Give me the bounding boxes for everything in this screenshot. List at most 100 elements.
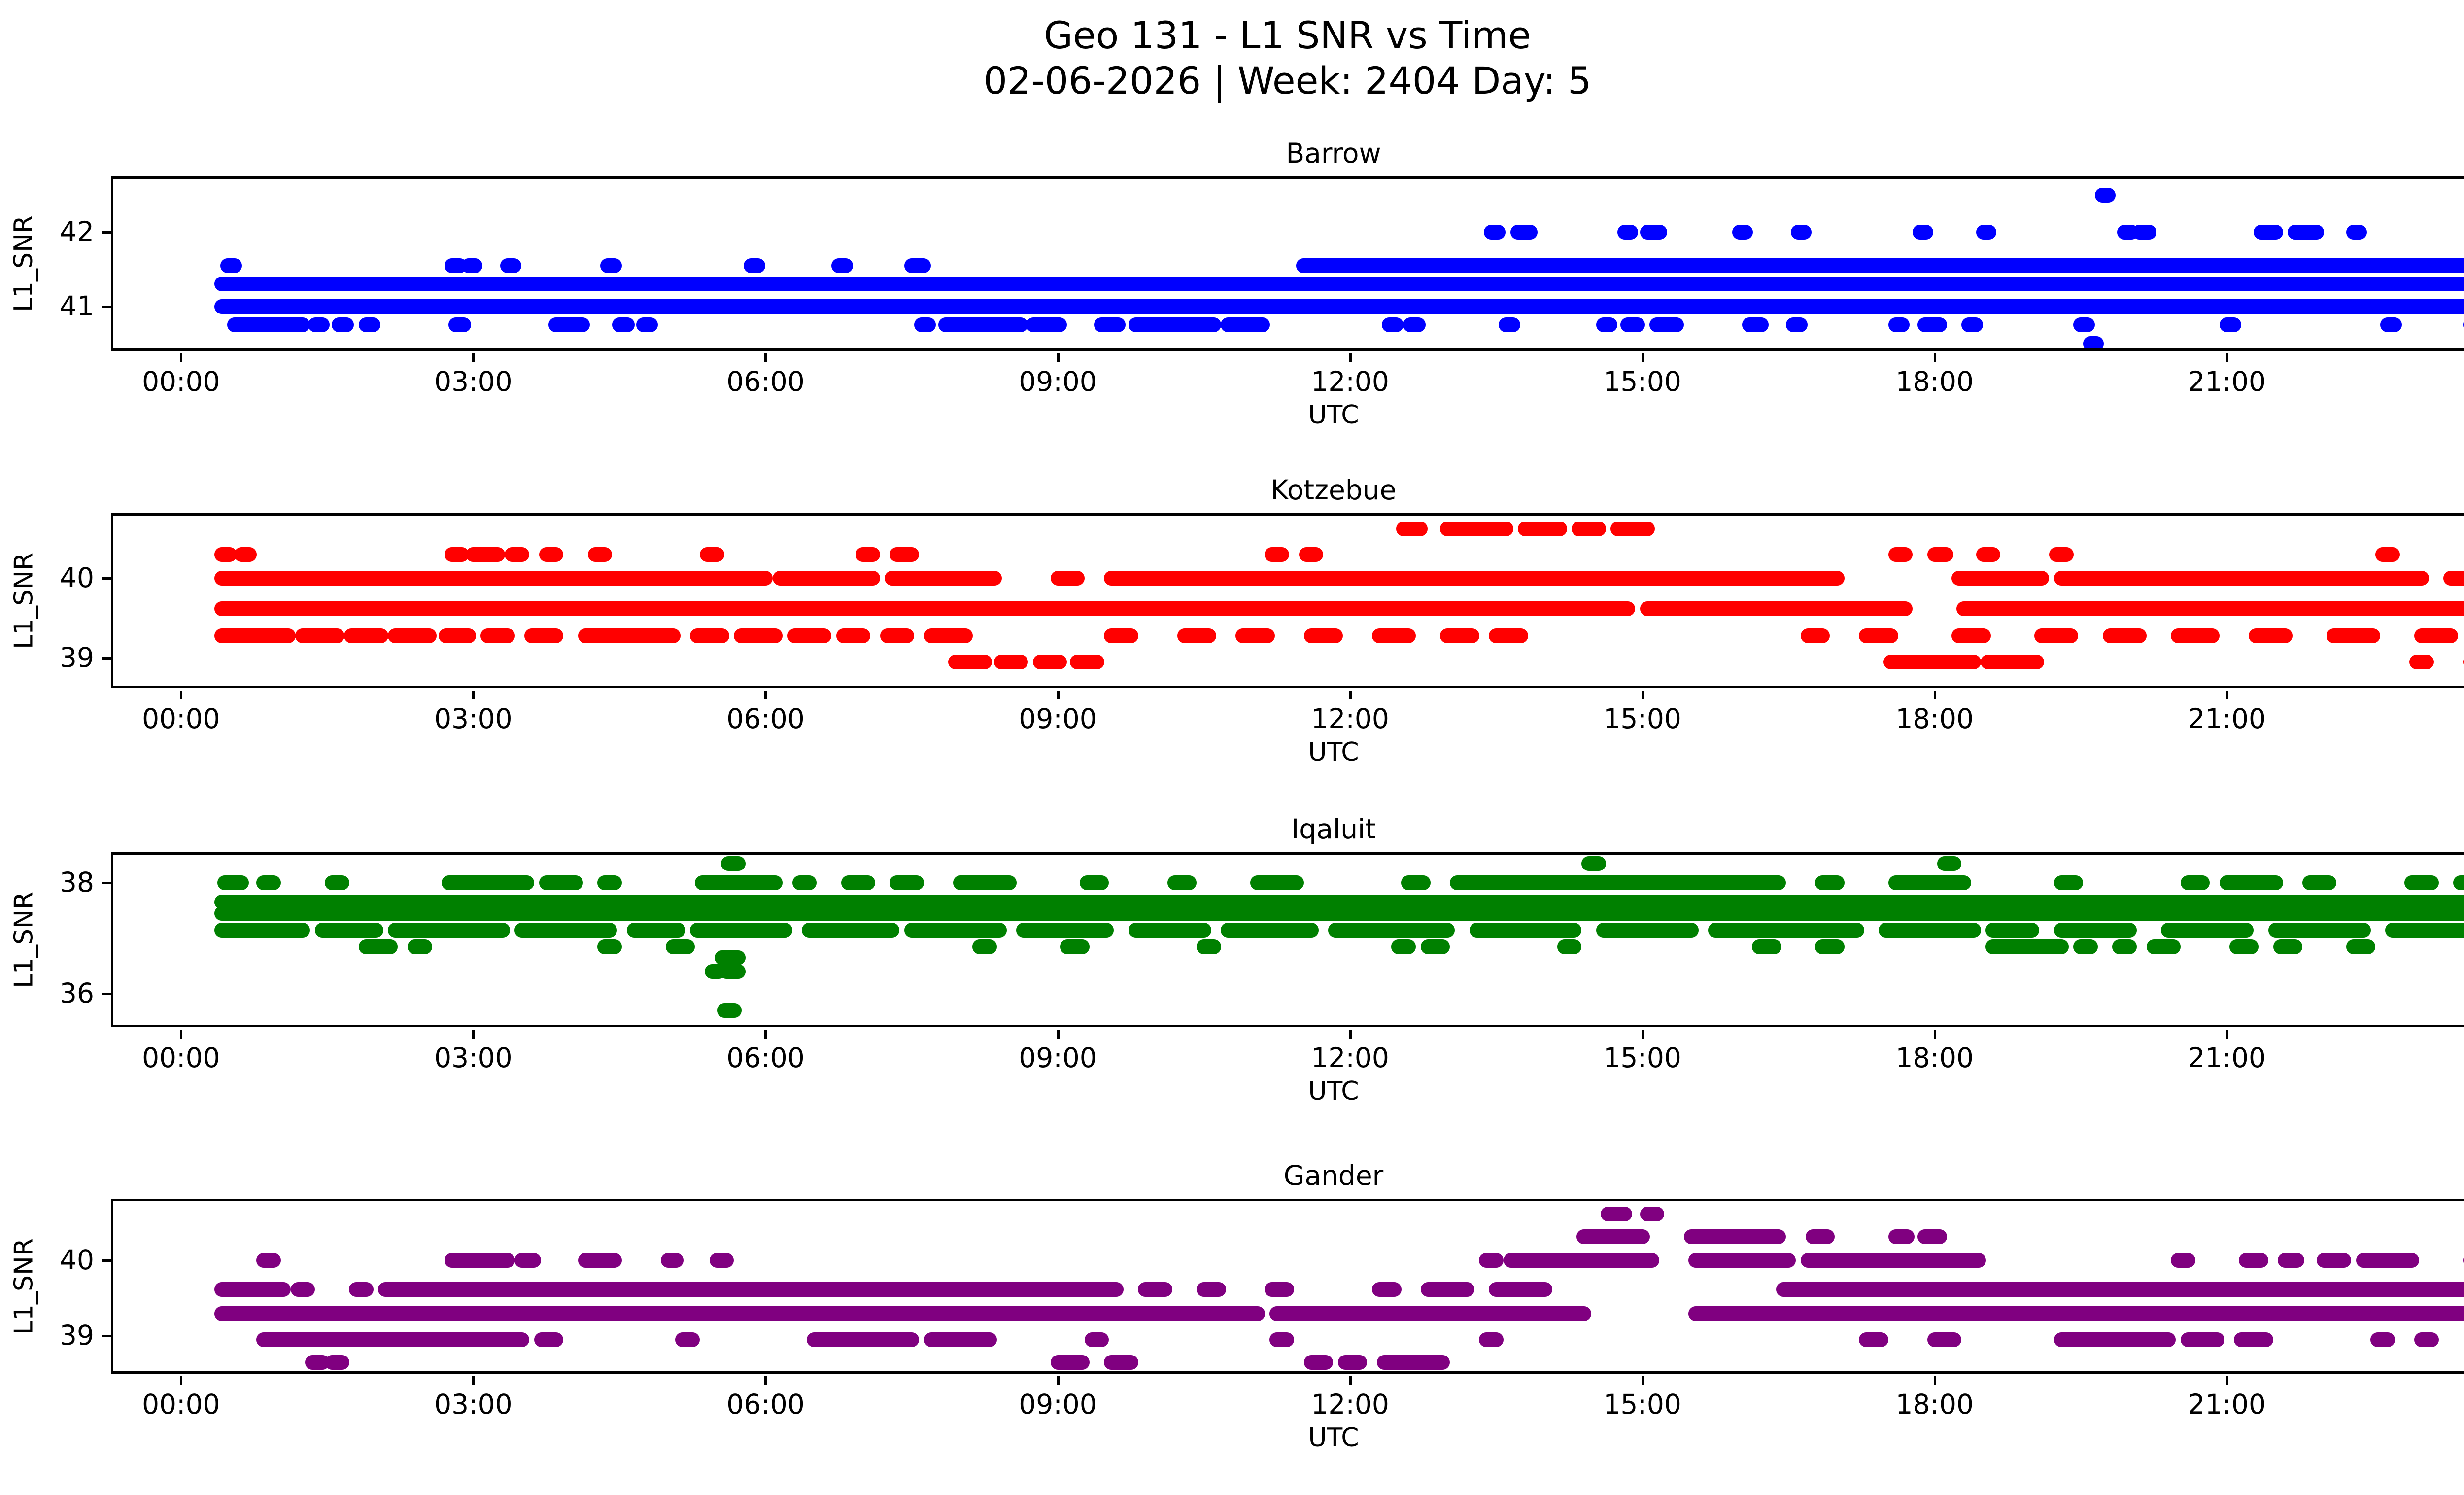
data-marker-group [1927,1332,1962,1348]
data-marker-group [1805,1229,1835,1244]
x-tick-mark [2225,1376,2228,1385]
x-tick-label: 06:00 [726,1042,805,1074]
subplot-title: Barrow [1286,138,1381,169]
x-tick-mark [1057,1030,1060,1039]
x-tick-label: 09:00 [1019,1389,1097,1420]
data-marker-group [717,1003,742,1018]
x-tick-mark [1933,1030,1936,1039]
data-marker-group [2346,224,2367,240]
data-marker-group [1221,922,1319,938]
x-tick-mark [472,1376,475,1385]
data-marker-group [256,1332,530,1348]
x-tick-label: 18:00 [1895,1389,1974,1420]
x-tick-mark [764,1030,767,1039]
data-marker-group [1079,875,1109,890]
data-marker-group [1888,875,1972,890]
data-marker-group [344,628,388,643]
data-marker-group [2288,224,2324,240]
x-tick-mark [1641,691,1644,699]
data-marker-group [256,875,281,890]
x-tick-mark [180,353,183,362]
x-tick-label: 18:00 [1895,366,1974,397]
data-marker-group [953,875,1017,890]
data-marker-group [1878,922,1981,938]
data-marker-group [1440,628,1479,643]
data-marker-group [214,922,310,938]
data-marker-group [1888,317,1910,333]
data-marker-group [1688,1253,1796,1268]
data-marker-group [500,258,522,273]
data-marker-group [295,628,344,643]
x-tick-mark [472,691,475,699]
subplot-title: Kotzebue [1270,474,1397,506]
data-marker-group [709,1253,734,1268]
data-marker-group [1489,1282,1552,1297]
x-axis-label: UTC [1308,737,1359,767]
data-marker-group [2053,875,2084,890]
x-tick-mark [1933,691,1936,699]
data-marker-group [1800,1253,1986,1268]
data-marker-group [358,939,398,954]
y-tick-label: 41 [60,290,94,322]
data-marker-group [324,875,349,890]
data-marker-group [1050,1355,1090,1370]
data-marker-group [578,628,681,643]
data-marker-group [314,922,383,938]
data-marker-group [2234,1332,2273,1348]
data-marker-group [890,547,919,562]
data-marker-group [1510,224,1538,240]
y-tick-label: 40 [60,562,94,594]
data-marker-group [831,258,853,273]
data-marker-group [1265,547,1290,562]
data-marker-group [358,317,380,333]
data-marker-group [2278,1253,2305,1268]
data-marker-group [1640,1206,1665,1221]
data-marker-group [1420,939,1450,954]
data-marker-group [534,1332,564,1348]
data-marker-group [2161,922,2254,938]
data-marker-group [1883,654,1981,669]
data-marker-group [660,1253,684,1268]
x-tick-label: 00:00 [2445,367,2464,396]
y-tick-label: 40 [60,1244,94,1276]
x-tick-label: 09:00 [1019,1042,1097,1074]
data-marker-group [1250,875,1304,890]
data-marker-group [714,950,746,966]
data-marker-group [1197,1282,1226,1297]
data-marker-group [597,939,622,954]
data-marker-group [1985,922,2040,938]
data-marker-group [2370,1332,2395,1348]
data-marker-group [1951,628,1991,643]
data-marker-group [2170,628,2220,643]
x-axis-label: UTC [1308,1077,1359,1106]
data-marker-group [1683,1229,1786,1244]
data-marker-group [1177,628,1216,643]
data-marker-group [217,875,249,890]
data-marker-group [1479,1332,1504,1348]
figure-title-line2: 02-06-2026 | Week: 2404 Day: 5 [983,59,1592,103]
x-tick-mark [180,1376,183,1385]
data-marker-group [2053,571,2430,586]
data-marker-group [448,317,471,333]
data-marker-group [2317,1253,2352,1268]
data-marker-group [256,1253,281,1268]
x-tick-label: 15:00 [1603,366,1681,397]
x-tick-mark [764,353,767,362]
data-marker-group [675,1332,700,1348]
data-marker-group [1050,571,1085,586]
data-marker-group [2327,628,2381,643]
data-marker-group [1104,628,1138,643]
data-marker-group [1328,922,1455,938]
data-marker-group [1032,654,1067,669]
data-marker-group [1976,547,2001,562]
data-marker-group [1026,317,1067,333]
data-marker-group [2463,654,2464,669]
data-marker-group [1381,317,1403,333]
data-marker-group [1440,522,1513,537]
data-marker-group [856,547,880,562]
data-marker-group [308,317,330,333]
subplot-barrow: Barrow [111,138,2464,351]
data-marker-group [2414,628,2459,643]
x-tick-mark [1933,1376,1936,1385]
data-marker-group [1620,317,1645,333]
